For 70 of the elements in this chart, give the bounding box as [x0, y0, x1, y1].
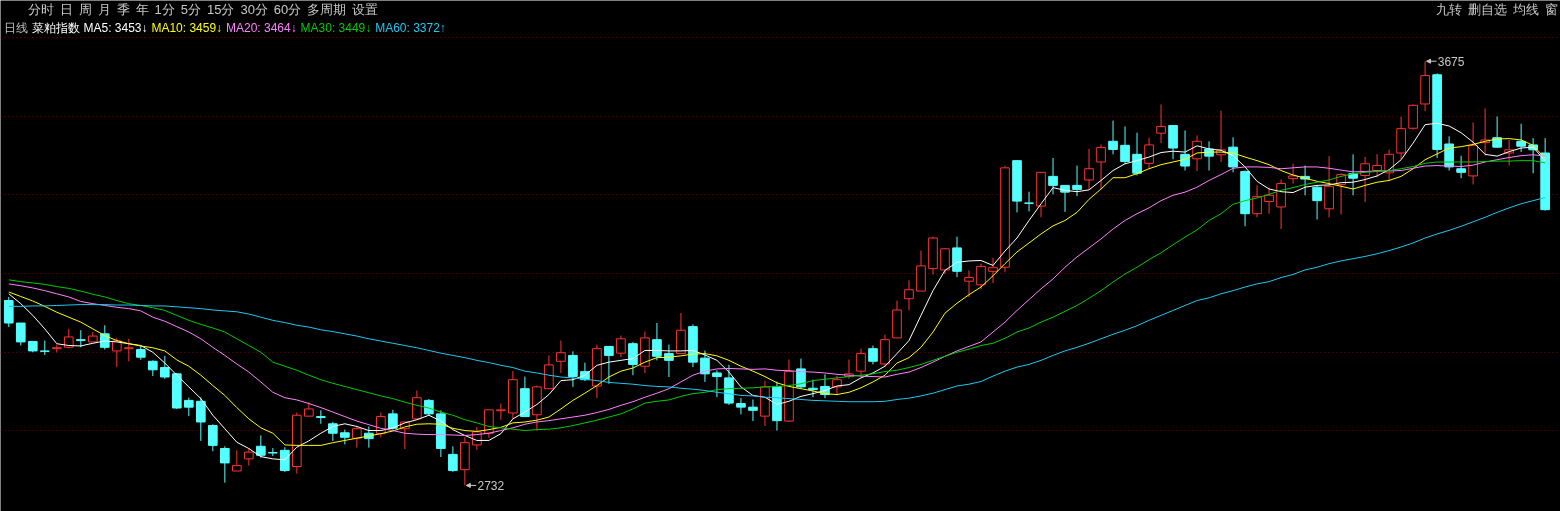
candlestick	[1168, 125, 1178, 160]
candlestick	[1156, 103, 1166, 144]
text: 菜粕指数	[31, 20, 80, 35]
candlestick	[220, 445, 230, 484]
text: 日线	[3, 20, 28, 35]
candlestick	[868, 345, 878, 365]
annotation: 3675	[1437, 54, 1465, 69]
candlestick	[544, 354, 554, 390]
candlestick	[652, 322, 662, 361]
candlestick	[448, 445, 458, 473]
candlestick	[1312, 184, 1322, 221]
candlestick	[712, 369, 722, 398]
annotation: 2732	[477, 478, 505, 493]
candlestick	[256, 434, 266, 459]
candlestick	[340, 429, 350, 445]
candlestick	[964, 269, 974, 298]
candlestick	[748, 398, 758, 422]
text: MA30: 3449↓	[300, 20, 372, 35]
candlestick	[856, 348, 866, 378]
text: MA5: 3453↓	[83, 20, 148, 35]
candlestick	[568, 350, 578, 388]
candlestick	[1132, 132, 1142, 176]
candlestick	[1516, 123, 1526, 153]
candlestick	[1048, 157, 1058, 195]
candlestick	[556, 340, 566, 374]
candlestick	[952, 236, 962, 278]
candlestick	[904, 279, 914, 311]
candlestick	[1408, 103, 1418, 131]
candlestick	[1180, 130, 1190, 172]
candlestick	[160, 355, 170, 380]
candlestick	[1084, 148, 1094, 190]
candlestick	[628, 341, 638, 376]
candlestick	[352, 425, 362, 449]
text: MA60: 3372↑	[375, 20, 446, 35]
candlestick	[1144, 137, 1154, 170]
candlestick	[3, 296, 14, 328]
candlestick	[496, 403, 506, 421]
candlestick	[616, 335, 626, 358]
candlestick	[976, 263, 986, 290]
candlestick	[988, 257, 998, 284]
candlestick	[184, 397, 194, 417]
candlestick	[1120, 125, 1130, 165]
candlestick	[1324, 155, 1334, 218]
candlestick	[940, 247, 950, 275]
candlestick	[1348, 153, 1358, 196]
candlestick	[1456, 155, 1466, 179]
text: MA20: 3464↓	[226, 20, 297, 35]
candlestick	[232, 449, 242, 472]
candlestick	[316, 409, 326, 425]
candlestick	[676, 312, 686, 355]
candlestick	[1096, 143, 1106, 190]
text: 分时 日 周 月 季 年 1分 5分 15分 30分 60分 多周期 设置	[27, 2, 379, 17]
candlestick	[123, 338, 134, 362]
candlestick	[208, 423, 218, 452]
candlestick	[1108, 120, 1118, 155]
candlestick	[1024, 191, 1034, 212]
candlestick	[1276, 179, 1286, 230]
candlestick	[700, 349, 710, 383]
candlestick	[388, 409, 398, 431]
candlestick	[280, 446, 290, 473]
candlestick	[1288, 163, 1298, 185]
candlestick	[736, 397, 746, 415]
candlestick	[15, 322, 26, 347]
candlestick	[1252, 184, 1262, 218]
candlestick	[1072, 165, 1082, 197]
annotation: 九转 删自选 均线 窗	[1435, 2, 1558, 17]
text: MA10: 3459↓	[151, 20, 223, 35]
candlestick	[604, 345, 614, 385]
candlestick	[196, 396, 206, 442]
candlestick	[1264, 187, 1274, 215]
